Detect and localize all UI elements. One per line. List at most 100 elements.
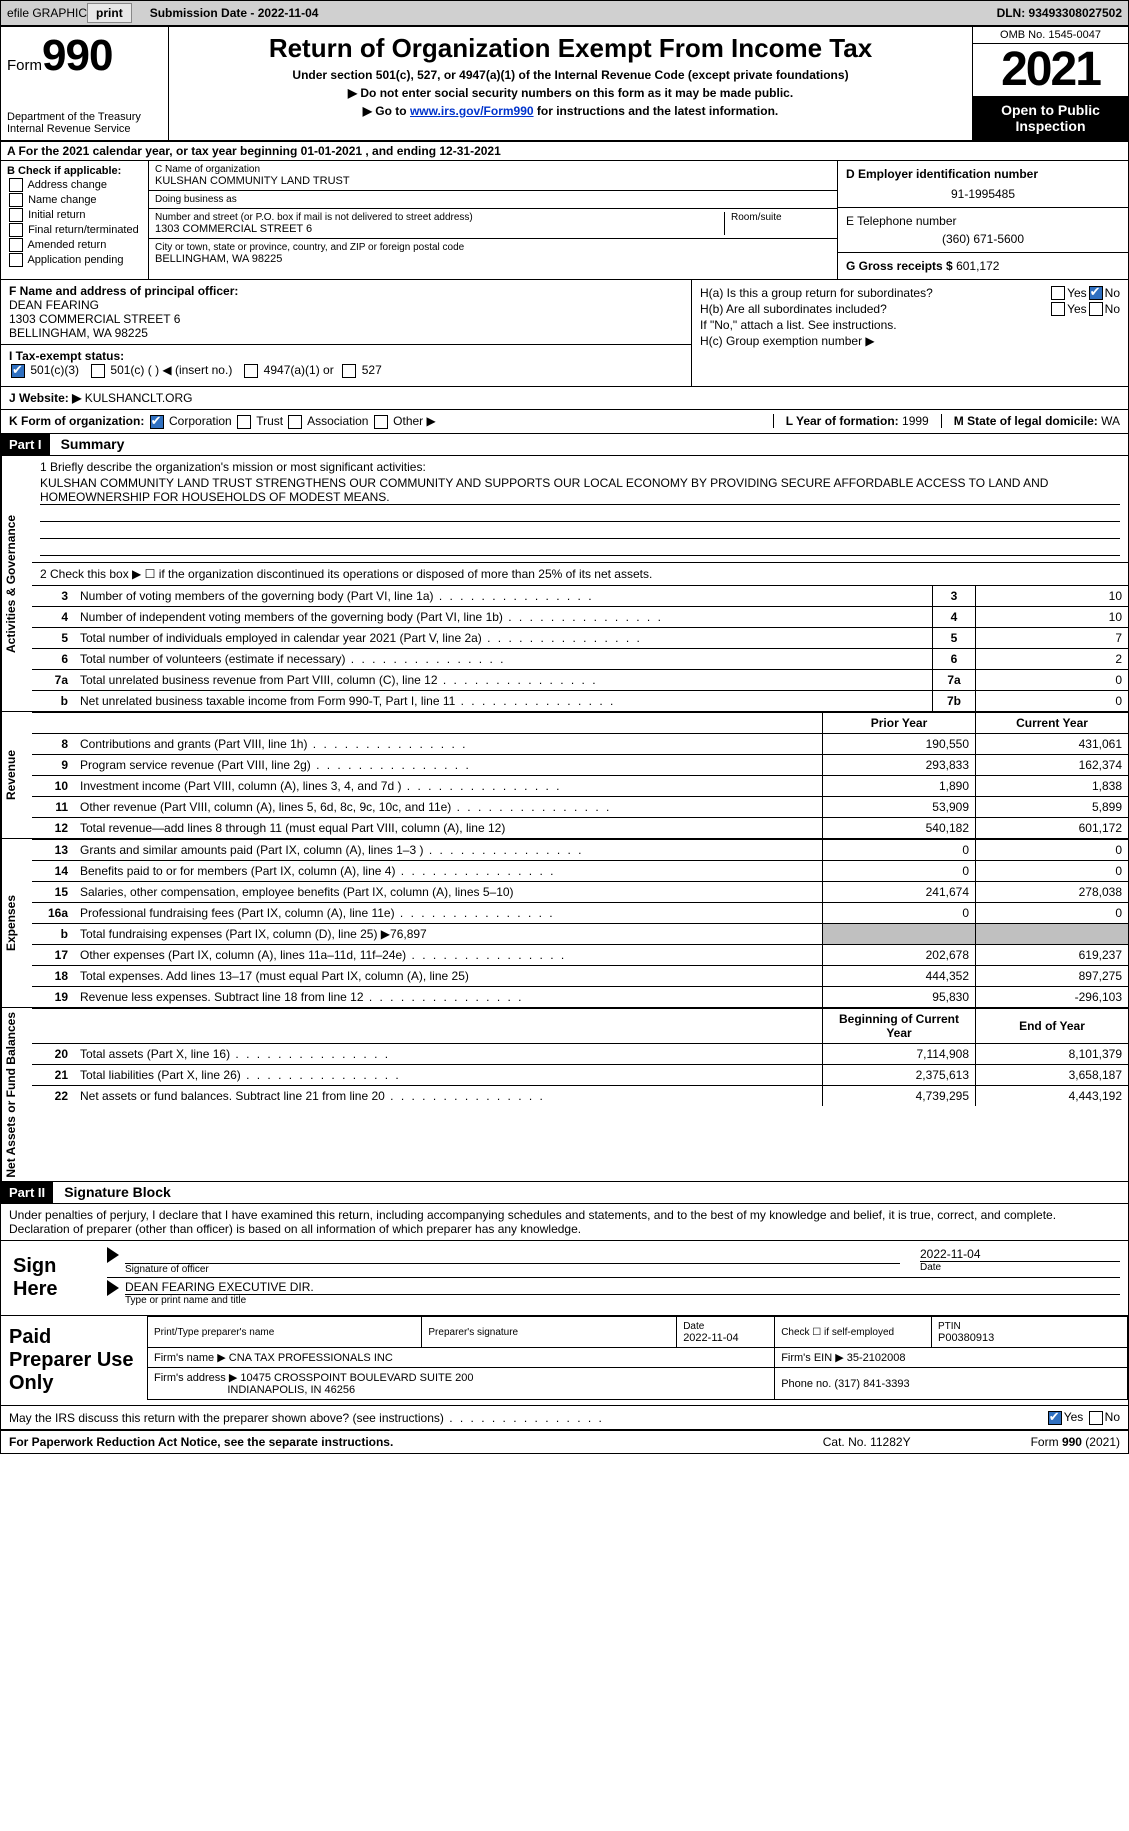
form-title: Return of Organization Exempt From Incom…	[177, 33, 964, 64]
submission-date: Submission Date - 2022-11-04	[150, 6, 319, 20]
officer-city: BELLINGHAM, WA 98225	[9, 326, 148, 340]
side-expenses: Expenses	[1, 839, 32, 1007]
netassets-table: Beginning of Current YearEnd of Year 20T…	[32, 1008, 1128, 1106]
footer: For Paperwork Reduction Act Notice, see …	[1, 1430, 1128, 1453]
city-label: City or town, state or province, country…	[155, 242, 831, 253]
checkbox-address-change[interactable]	[9, 178, 23, 192]
checkbox-app-pending[interactable]	[9, 253, 23, 267]
omb-number: OMB No. 1545-0047	[973, 27, 1128, 44]
paid-preparer-label: Paid Preparer Use Only	[1, 1316, 147, 1405]
footer-left: For Paperwork Reduction Act Notice, see …	[9, 1435, 823, 1449]
hb-note: If "No," attach a list. See instructions…	[700, 318, 1120, 332]
street-label: Number and street (or P.O. box if mail i…	[155, 212, 718, 223]
checkbox-amended[interactable]	[9, 238, 23, 252]
checkbox-discuss-no[interactable]	[1089, 1411, 1103, 1425]
checkbox-name-change[interactable]	[9, 193, 23, 207]
print-button[interactable]: print	[87, 3, 132, 23]
checkbox-ha-yes[interactable]	[1051, 286, 1065, 300]
officer-street: 1303 COMMERCIAL STREET 6	[9, 312, 180, 326]
tax-exempt-label: I Tax-exempt status:	[9, 349, 124, 363]
room-label: Room/suite	[731, 212, 831, 223]
footer-right: Form 990 (2021)	[1031, 1435, 1120, 1449]
revenue-table: Prior YearCurrent Year 8Contributions an…	[32, 712, 1128, 838]
side-netassets: Net Assets or Fund Balances	[1, 1008, 32, 1182]
perjury-text: Under penalties of perjury, I declare th…	[1, 1204, 1128, 1241]
dept-label: Department of the Treasury	[7, 111, 162, 123]
ha-label: H(a) Is this a group return for subordin…	[700, 286, 1049, 300]
preparer-table: Print/Type preparer's name Preparer's si…	[147, 1316, 1128, 1400]
year-formation-value: 1999	[902, 414, 929, 428]
form-header: Form990 Department of the Treasury Inter…	[1, 27, 1128, 142]
irs-link[interactable]: www.irs.gov/Form990	[410, 104, 534, 118]
checkbox-corp[interactable]	[150, 415, 164, 429]
side-activities: Activities & Governance	[1, 456, 32, 711]
officer-label: F Name and address of principal officer:	[9, 284, 238, 298]
top-bar: efile GRAPHIC print Submission Date - 20…	[0, 0, 1129, 26]
checkbox-final-return[interactable]	[9, 223, 23, 237]
phone-label: E Telephone number	[846, 214, 1120, 228]
domicile-value: WA	[1101, 414, 1120, 428]
form-prefix: Form	[7, 57, 42, 74]
mission-label: 1 Briefly describe the organization's mi…	[40, 460, 1120, 474]
line-2: 2 Check this box ▶ ☐ if the organization…	[32, 562, 1128, 585]
arrow-icon	[107, 1280, 119, 1296]
part1-header: Part I	[1, 434, 50, 455]
form-number: 990	[42, 31, 112, 80]
checkbox-501c3[interactable]	[11, 364, 25, 378]
org-name: KULSHAN COMMUNITY LAND TRUST	[155, 175, 831, 187]
goto-post: for instructions and the latest informat…	[534, 104, 779, 118]
dln: DLN: 93493308027502	[997, 6, 1122, 20]
gross-value: 601,172	[956, 259, 999, 273]
website-value: KULSHANCLT.ORG	[85, 391, 193, 405]
sig-date-label: Date	[920, 1261, 1120, 1273]
part2-title: Signature Block	[56, 1184, 171, 1200]
ein-label: D Employer identification number	[846, 167, 1120, 181]
part1-title: Summary	[53, 436, 125, 452]
print-name-label: Type or print name and title	[125, 1294, 1120, 1306]
box-c: C Name of organization KULSHAN COMMUNITY…	[149, 161, 837, 279]
hc-label: H(c) Group exemption number ▶	[700, 334, 1120, 348]
expenses-table: 13Grants and similar amounts paid (Part …	[32, 839, 1128, 1007]
phone-value: (360) 671-5600	[846, 232, 1120, 246]
checkbox-other[interactable]	[374, 415, 388, 429]
open-inspection: Open to Public Inspection	[973, 96, 1128, 140]
ein-value: 91-1995485	[846, 187, 1120, 201]
checkbox-discuss-yes[interactable]	[1048, 1411, 1062, 1425]
efile-label: efile GRAPHIC	[7, 6, 87, 20]
box-b: B Check if applicable: Address change Na…	[1, 161, 149, 279]
irs-label: Internal Revenue Service	[7, 123, 162, 135]
org-name-label: C Name of organization	[155, 164, 831, 175]
box-f: F Name and address of principal officer:…	[1, 280, 692, 386]
checkbox-assoc[interactable]	[288, 415, 302, 429]
sig-officer-label: Signature of officer	[125, 1263, 900, 1275]
discuss-label: May the IRS discuss this return with the…	[9, 1411, 604, 1425]
hb-label: H(b) Are all subordinates included?	[700, 302, 1049, 316]
website-label: J Website: ▶	[9, 391, 81, 405]
street-value: 1303 COMMERCIAL STREET 6	[155, 223, 718, 235]
footer-mid: Cat. No. 11282Y	[823, 1435, 911, 1449]
mission-text: KULSHAN COMMUNITY LAND TRUST STRENGTHENS…	[40, 476, 1120, 505]
subtitle-1: Under section 501(c), 527, or 4947(a)(1)…	[177, 68, 964, 82]
subtitle-2: ▶ Do not enter social security numbers o…	[177, 86, 964, 100]
checkbox-hb-no[interactable]	[1089, 302, 1103, 316]
checkbox-4947[interactable]	[244, 364, 258, 378]
officer-name: DEAN FEARING	[9, 298, 99, 312]
checkbox-initial-return[interactable]	[9, 208, 23, 222]
checkbox-ha-no[interactable]	[1089, 286, 1103, 300]
row-a: A For the 2021 calendar year, or tax yea…	[1, 142, 1128, 161]
checkbox-527[interactable]	[342, 364, 356, 378]
checkbox-501c[interactable]	[91, 364, 105, 378]
sig-date: 2022-11-04	[920, 1247, 1120, 1261]
goto-pre: ▶ Go to	[363, 104, 410, 118]
officer-print-name: DEAN FEARING EXECUTIVE DIR.	[125, 1280, 1120, 1294]
city-value: BELLINGHAM, WA 98225	[155, 253, 831, 265]
dba-label: Doing business as	[155, 194, 831, 205]
form-org-label: K Form of organization:	[9, 414, 144, 428]
checkbox-hb-yes[interactable]	[1051, 302, 1065, 316]
tax-year: 2021	[973, 44, 1128, 96]
box-h: H(a) Is this a group return for subordin…	[692, 280, 1128, 386]
box-b-title: B Check if applicable:	[7, 165, 142, 177]
arrow-icon	[107, 1247, 119, 1263]
side-revenue: Revenue	[1, 712, 32, 838]
checkbox-trust[interactable]	[237, 415, 251, 429]
